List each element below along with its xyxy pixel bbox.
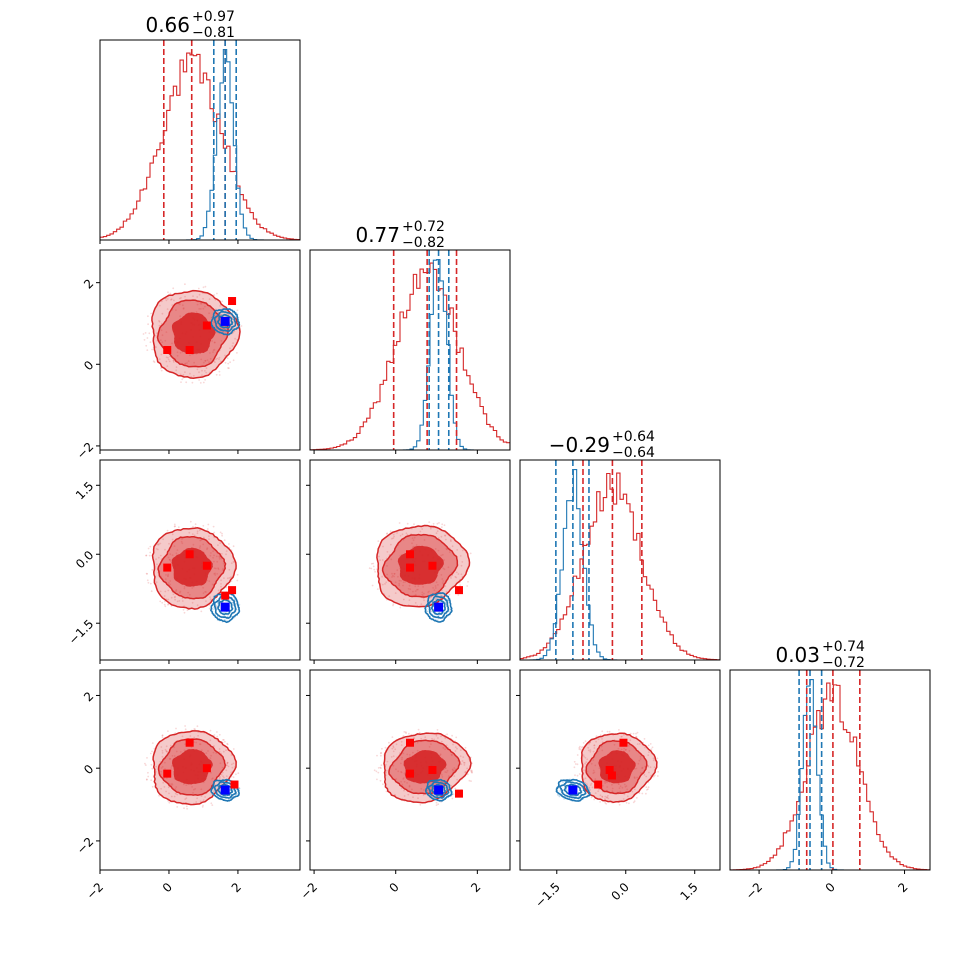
secondary-marker: [434, 602, 444, 612]
secondary-contour: [216, 313, 234, 329]
panel-title-plus: +0.74: [822, 639, 865, 655]
primary-histogram: [100, 52, 300, 240]
primary-marker: [428, 766, 437, 774]
primary-marker: [228, 297, 237, 306]
primary-marker: [607, 771, 616, 780]
primary-contour: [403, 750, 447, 784]
panel-title-value: −0.29: [549, 433, 610, 457]
secondary-contour: [430, 598, 446, 616]
axes-frame: [729, 669, 931, 871]
scatter-panel-3-2: −1.5 0.0 1.5: [516, 669, 721, 910]
secondary-marker: [568, 785, 578, 795]
secondary-contour: [555, 778, 591, 802]
axes-frame: [99, 249, 301, 451]
primary-marker: [406, 769, 414, 778]
primary-marker: [202, 764, 211, 773]
hist-panel-2: −0.29 +0.64−0.64: [519, 429, 721, 664]
hist-panel-1: 0.77 +0.72−0.82: [309, 219, 511, 454]
primary-marker: [221, 591, 230, 600]
panel-title-plus: +0.72: [402, 219, 445, 235]
primary-marker: [185, 346, 194, 354]
secondary-marker: [220, 316, 230, 326]
panel-title-minus: −0.81: [192, 25, 235, 41]
secondary-contour: [217, 598, 234, 616]
primary-marker: [163, 769, 172, 778]
primary-contour: [171, 547, 213, 587]
primary-marker: [202, 561, 211, 570]
primary-marker: [406, 738, 414, 747]
primary-histogram: [310, 262, 510, 450]
panel-title-plus: +0.97: [192, 9, 235, 25]
panel-title-value: 0.03: [775, 643, 820, 667]
secondary-contour: [424, 592, 453, 623]
panel-title-minus: −0.64: [612, 445, 655, 461]
primary-marker: [163, 563, 172, 572]
primary-marker: [454, 586, 463, 595]
axes-frame: [519, 459, 721, 661]
primary-marker: [594, 780, 603, 789]
panel-title-minus: −0.72: [822, 655, 865, 671]
axes-frame: [99, 39, 301, 241]
axes-frame: [519, 669, 721, 871]
secondary-contour: [559, 781, 587, 800]
secondary-histogram: [520, 468, 720, 660]
secondary-contour: [427, 780, 450, 799]
secondary-marker: [434, 785, 444, 795]
primary-marker: [428, 561, 437, 570]
secondary-contour: [210, 591, 241, 624]
axes-frame: [99, 459, 301, 661]
primary-marker: [185, 738, 194, 747]
primary-marker: [605, 766, 614, 774]
secondary-contour: [427, 595, 450, 619]
panel-title-value: 0.77: [355, 223, 400, 247]
primary-marker: [619, 738, 628, 747]
secondary-contour: [213, 595, 237, 619]
secondary-contour: [210, 308, 241, 336]
scatter-panel-3-1: −2 0 2: [298, 669, 511, 902]
secondary-marker: [220, 602, 230, 612]
primary-marker: [163, 346, 172, 354]
scatter-panel-2-0: −1.50.01.5: [66, 459, 301, 664]
primary-marker: [406, 550, 414, 559]
primary-histogram: [730, 682, 930, 870]
axes-frame: [309, 459, 511, 661]
axes-frame: [99, 669, 301, 871]
secondary-contour: [424, 778, 453, 802]
axes-frame: [309, 249, 511, 451]
hist-panel-0: 0.66 +0.97−0.81: [99, 9, 301, 244]
primary-contour: [598, 750, 636, 784]
primary-marker: [228, 586, 237, 595]
panel-title-plus: +0.64: [612, 429, 655, 445]
secondary-marker: [220, 785, 230, 795]
primary-marker: [185, 550, 194, 559]
panel-title-minus: −0.82: [402, 235, 445, 251]
primary-marker: [230, 780, 239, 789]
panel-title-value: 0.66: [145, 13, 190, 37]
primary-marker: [454, 789, 463, 798]
scatter-panel-1-0: −202: [74, 249, 301, 462]
primary-contour: [172, 749, 213, 785]
axes-frame: [309, 669, 511, 871]
primary-marker: [202, 321, 211, 330]
scatter-panel-2-1: [306, 459, 511, 664]
secondary-contour: [213, 310, 237, 333]
hist-panel-3: 0.03 +0.74−0.72−2 0 2: [729, 639, 931, 902]
primary-marker: [406, 563, 414, 572]
secondary-contour: [563, 783, 583, 797]
